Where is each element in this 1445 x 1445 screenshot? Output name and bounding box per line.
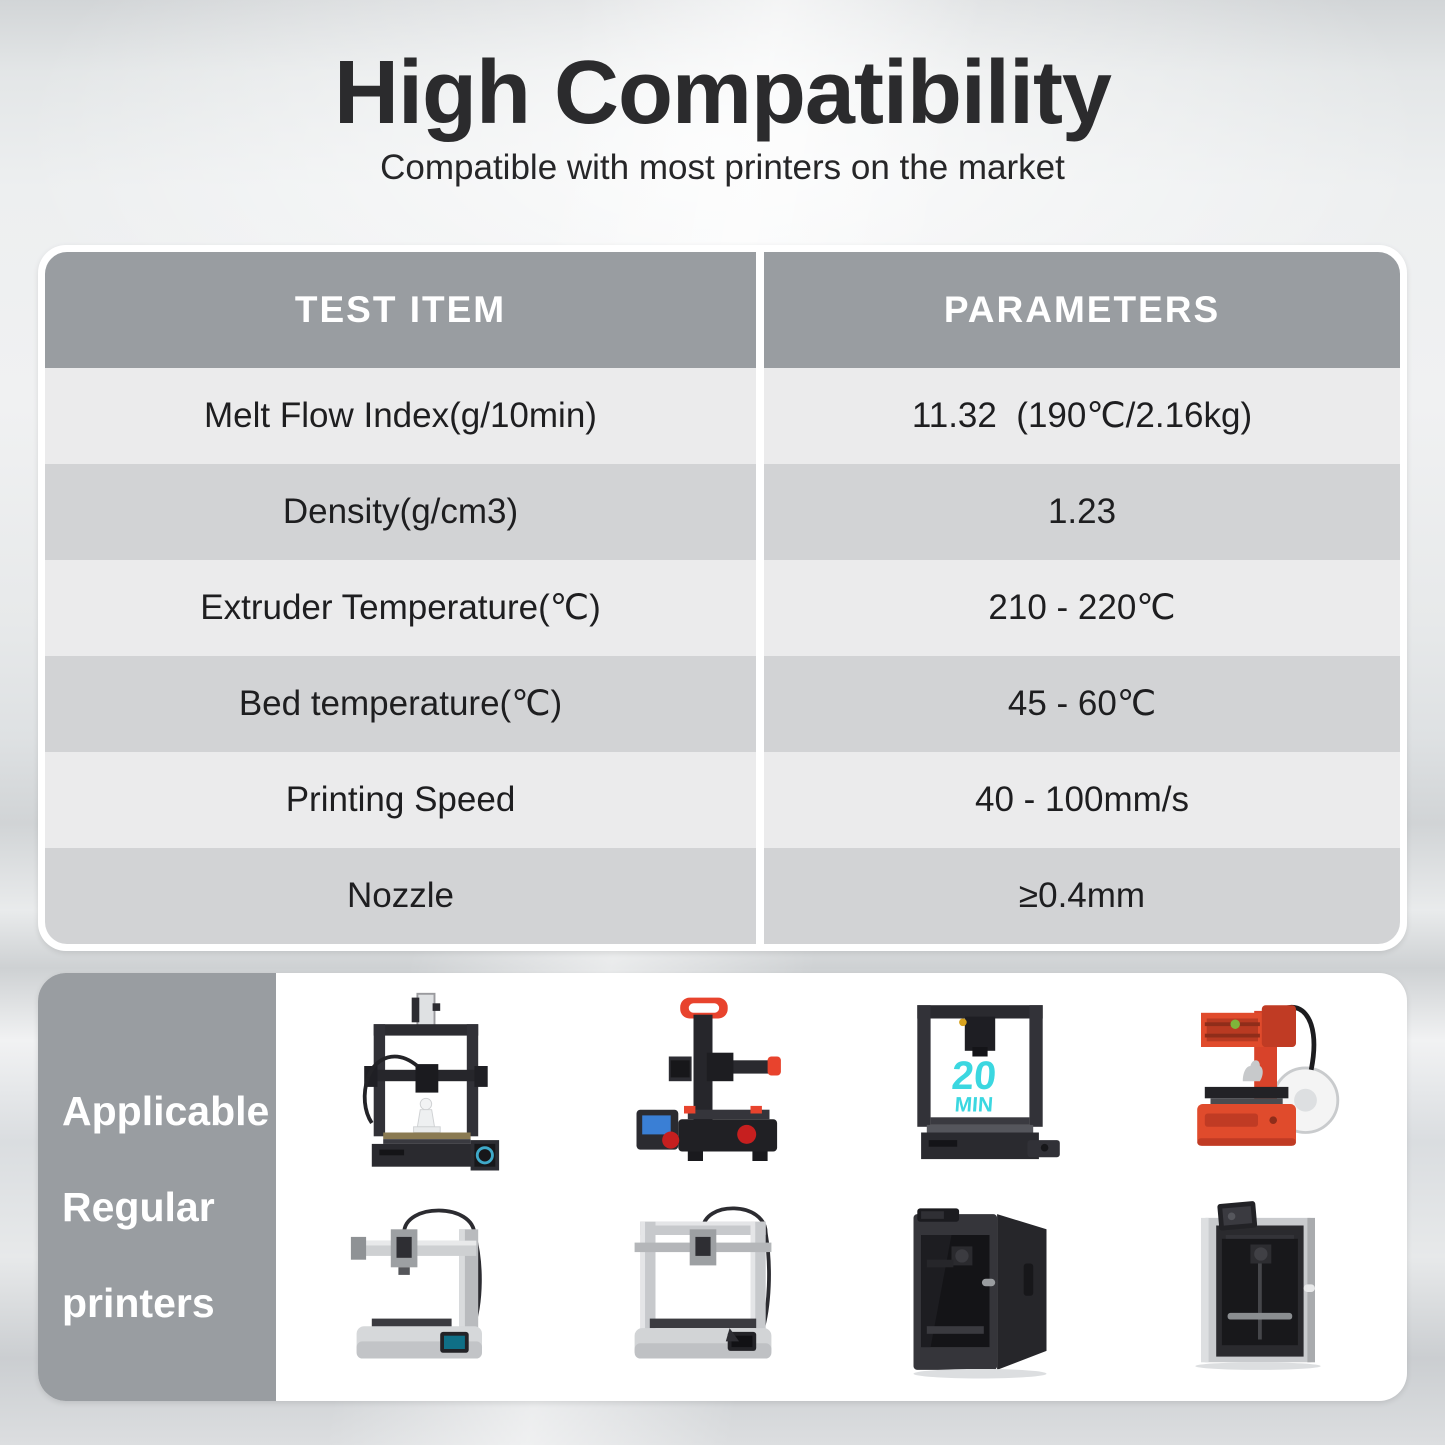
silver-enclosed-printer-icon (1195, 1200, 1321, 1370)
printer-photo-cell: 20 MIN (842, 981, 1120, 1188)
panel-label-line: printers (62, 1280, 215, 1326)
orange-mini-printer-with-spool-icon (1197, 1004, 1340, 1146)
column-header-parameters: PARAMETERS (764, 252, 1400, 368)
table-row-value: 11.32 (190℃/2.16kg) (764, 368, 1400, 464)
applicable-printers-panel: Applicable Regular printers (38, 973, 1407, 1401)
table-row-item: Bed temperature(℃) (45, 656, 756, 752)
printer-photo-cell (842, 1188, 1120, 1395)
black-red-compact-printer-icon (636, 997, 781, 1161)
page-subtitle: Compatible with most printers on the mar… (380, 148, 1065, 187)
printed-text-min: MIN (954, 1093, 994, 1116)
table-row-value: ≥0.4mm (764, 848, 1400, 944)
printer-photo-cell (564, 981, 842, 1188)
table-row-item: Melt Flow Index(g/10min) (45, 368, 756, 464)
panel-label-line: Applicable (62, 1088, 270, 1134)
printer-photo-cell (1119, 1188, 1397, 1395)
table-row-value: 1.23 (764, 464, 1400, 560)
printer-photo-cell (564, 1188, 842, 1395)
printer-photo-cell (286, 1188, 564, 1395)
black-gantry-printer-20min-icon: 20 MIN (917, 1004, 1061, 1159)
printed-text-20: 20 (951, 1053, 998, 1097)
column-header-test-item: TEST ITEM (45, 252, 756, 368)
printer-photo-cell (286, 981, 564, 1188)
silver-frame-printer-icon (634, 1206, 772, 1358)
printer-photo-cell (1119, 981, 1397, 1188)
black-enclosed-printer-icon (913, 1207, 1047, 1378)
panel-label: Applicable Regular printers (38, 973, 276, 1401)
table-row-value: 45 - 60℃ (764, 656, 1400, 752)
spec-table-grid: TEST ITEM PARAMETERS Melt Flow Index(g/1… (45, 252, 1400, 944)
silver-cantilever-printer-icon (350, 1208, 482, 1358)
printers-grid: 20 MIN (276, 973, 1407, 1401)
table-row-item: Nozzle (45, 848, 756, 944)
table-row-value: 40 - 100mm/s (764, 752, 1400, 848)
table-row-item: Printing Speed (45, 752, 756, 848)
spec-table: TEST ITEM PARAMETERS Melt Flow Index(g/1… (38, 245, 1407, 951)
black-bedslinger-printer-icon (362, 992, 499, 1170)
panel-label-line: Regular (62, 1184, 215, 1230)
page-title: High Compatibility (334, 43, 1112, 143)
table-row-item: Extruder Temperature(℃) (45, 560, 756, 656)
table-row-value: 210 - 220℃ (764, 560, 1400, 656)
table-row-item: Density(g/cm3) (45, 464, 756, 560)
